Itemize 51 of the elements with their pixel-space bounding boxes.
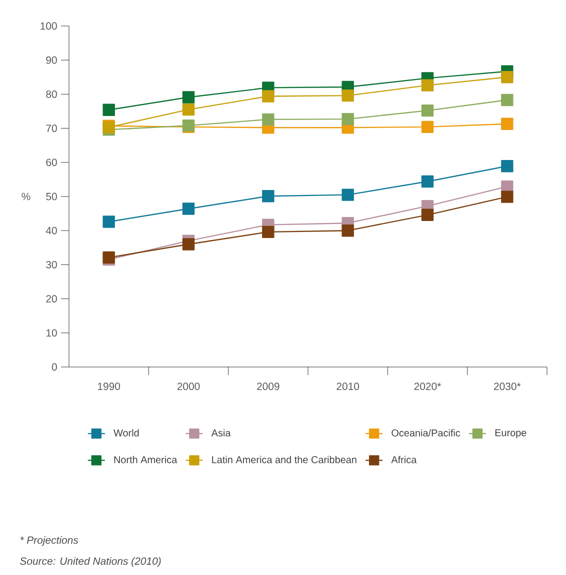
point — [421, 175, 434, 188]
x-tick-label: 2030* — [494, 382, 521, 390]
point — [102, 216, 115, 228]
y-tick-label: 60 — [46, 158, 57, 166]
point — [342, 224, 354, 237]
y-tick-label: 0 — [52, 363, 57, 371]
point — [421, 79, 434, 92]
point — [262, 113, 274, 126]
point — [182, 91, 195, 104]
legend-label: World — [114, 429, 139, 436]
legend-label: Africa — [391, 456, 417, 464]
point — [501, 94, 514, 106]
y-tick-label: 20 — [46, 295, 57, 303]
point — [262, 90, 274, 102]
point — [342, 89, 354, 102]
legend-label: Oceania/Pacific — [392, 429, 460, 436]
point — [501, 190, 514, 203]
y-axis-title: % — [22, 192, 30, 200]
y-tick-label: 50 — [46, 192, 57, 200]
point — [262, 226, 274, 238]
legend-label: North America — [114, 456, 178, 464]
point — [421, 208, 434, 222]
legend-label: Latin America and the Caribbean — [212, 456, 356, 464]
point — [262, 190, 274, 202]
source-note: Source: United Nations (2010) — [20, 557, 161, 567]
x-tick-label: 1990 — [98, 382, 120, 390]
point — [102, 104, 115, 116]
legend-label: Europe — [495, 429, 526, 438]
x-tick-label: 2000 — [177, 382, 200, 390]
point — [182, 238, 195, 250]
y-tick-label: 70 — [46, 124, 57, 132]
y-tick-label: 100 — [40, 22, 57, 30]
text: * Projections — [20, 536, 78, 546]
y-tick-label: 10 — [46, 329, 57, 337]
y-tick-label: 40 — [46, 226, 57, 234]
point — [182, 202, 195, 215]
point — [501, 160, 514, 172]
point — [342, 188, 354, 201]
point — [421, 104, 434, 117]
legend-label: Asia — [211, 429, 231, 436]
x-tick-label: 2009 — [257, 382, 280, 390]
point — [182, 103, 195, 116]
y-tick-label: 30 — [46, 260, 57, 268]
point — [501, 118, 514, 130]
point — [421, 120, 434, 134]
x-tick-label: 2020* — [414, 382, 441, 390]
y-tick-label: 80 — [46, 90, 57, 98]
point — [501, 71, 514, 84]
x-tick-label: 2010 — [336, 382, 360, 390]
y-tick-label: 90 — [46, 56, 57, 64]
point — [342, 112, 354, 126]
